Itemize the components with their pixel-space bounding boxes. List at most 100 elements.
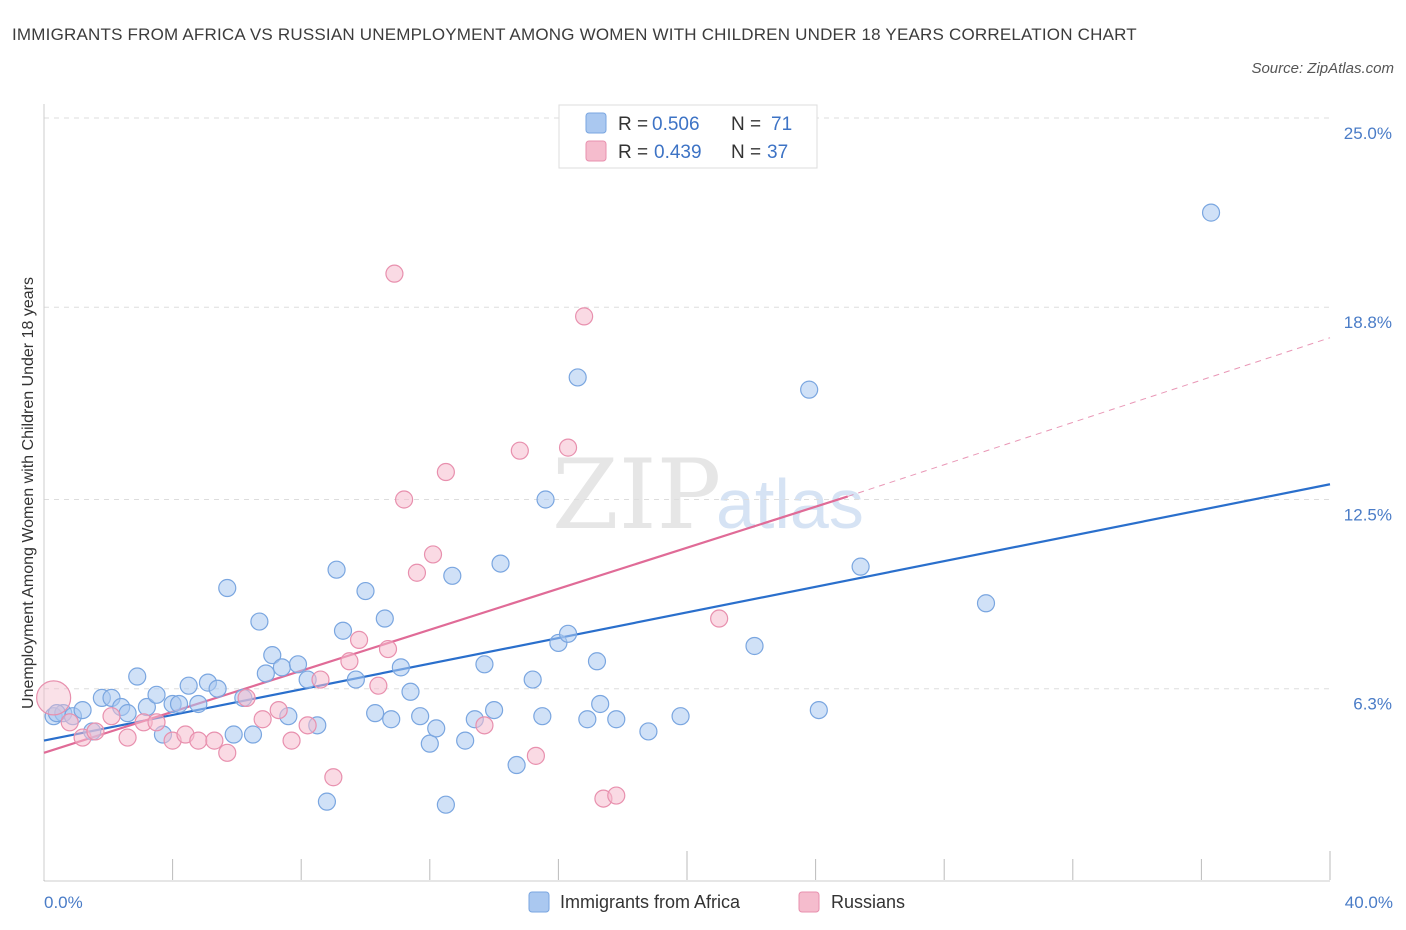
russians-point — [147, 713, 166, 732]
africa-point — [147, 685, 166, 704]
africa-point — [256, 664, 275, 683]
watermark-zip: ZIP — [552, 439, 721, 551]
africa-point — [401, 682, 420, 701]
x-tick-label-end: 40.0% — [1345, 893, 1393, 912]
top-legend: R = 0.506 N = 71 R = 0.439 N = 37 — [558, 104, 818, 169]
africa-point — [851, 557, 870, 576]
africa-point — [375, 609, 394, 628]
africa-point — [346, 670, 365, 689]
africa-point — [382, 710, 401, 729]
africa-point — [169, 694, 189, 714]
legend-r-label-2: R = — [618, 142, 648, 163]
africa-point — [356, 581, 375, 601]
africa-point — [745, 636, 764, 656]
africa-point — [218, 578, 237, 598]
africa-point — [391, 658, 410, 677]
africa-point — [639, 722, 658, 741]
russians-point — [436, 462, 455, 482]
russians-point — [475, 716, 494, 735]
africa-point — [507, 755, 526, 775]
africa-point — [288, 655, 308, 674]
russians-point — [423, 545, 443, 564]
bottom-legend: Immigrants from Africa Russians — [528, 891, 905, 913]
africa-point — [327, 560, 346, 579]
africa-point — [578, 710, 597, 729]
bottom-legend-label-russians: Russians — [831, 892, 905, 912]
africa-point — [263, 646, 282, 665]
bottom-legend-swatch-pink — [798, 891, 820, 913]
africa-point — [366, 704, 385, 723]
africa-point — [536, 490, 555, 509]
y-tick-label: 18.8% — [1344, 313, 1392, 332]
russians-point — [237, 688, 256, 707]
russians-point — [324, 768, 343, 787]
russians-point — [385, 264, 404, 283]
russians-point — [510, 441, 529, 460]
y-axis-label: Unemployment Among Women with Children U… — [20, 277, 37, 709]
russians-point — [60, 713, 79, 732]
chart-title: IMMIGRANTS FROM AFRICA VS RUSSIAN UNEMPL… — [12, 25, 1137, 44]
africa-point — [558, 624, 578, 643]
africa-point — [591, 694, 610, 714]
russians-point — [218, 743, 237, 762]
bottom-legend-label-africa: Immigrants from Africa — [560, 892, 741, 912]
africa-point — [250, 612, 269, 631]
russians-point — [407, 563, 427, 582]
russians-point — [282, 731, 301, 750]
africa-point — [208, 679, 227, 698]
russians-point — [340, 652, 359, 671]
russians-point — [526, 746, 545, 765]
russians-point — [189, 731, 208, 750]
africa-point — [443, 566, 462, 585]
legend-n-label-1: N = — [731, 114, 761, 135]
x-tick-label-start: 0.0% — [44, 893, 83, 912]
russians-point — [269, 700, 288, 720]
africa-point — [420, 734, 439, 753]
russians-point — [369, 676, 388, 695]
axes — [43, 104, 1331, 882]
africa-point — [491, 554, 510, 573]
africa-point — [475, 655, 494, 674]
russians-point — [311, 670, 330, 689]
africa-point — [272, 658, 292, 677]
trend-line-russians-extension — [847, 337, 1331, 497]
y-tick-label: 25.0% — [1344, 124, 1392, 143]
russians-point — [102, 707, 121, 726]
africa-point — [317, 792, 337, 811]
africa-point — [189, 694, 208, 714]
russians-point — [378, 639, 398, 659]
africa-point — [800, 380, 819, 399]
y-tick-label: 6.3% — [1353, 695, 1392, 714]
russians-point — [86, 722, 105, 741]
data-points — [36, 203, 1221, 814]
trend-line-africa — [43, 483, 1331, 742]
africa-point — [179, 676, 198, 695]
africa-point — [243, 725, 263, 744]
africa-point — [456, 731, 475, 750]
africa-point — [587, 652, 607, 671]
africa-point — [1201, 203, 1221, 222]
trend-line-russians — [43, 495, 849, 754]
africa-point — [73, 700, 92, 720]
africa-point — [533, 707, 552, 726]
y-tick-label: 12.5% — [1344, 506, 1392, 525]
africa-point — [436, 795, 455, 814]
legend-swatch-pink — [585, 140, 607, 162]
russians-point — [205, 731, 224, 750]
africa-point — [485, 700, 504, 720]
africa-point — [568, 368, 587, 387]
legend-swatch-blue — [585, 112, 607, 134]
russians-point — [394, 490, 414, 509]
africa-point — [128, 667, 147, 686]
legend-n-value-2: 37 — [767, 142, 788, 163]
legend-r-label-1: R = — [618, 114, 648, 135]
legend-r-value-1: 0.506 — [652, 114, 700, 135]
gridlines — [44, 117, 1330, 690]
africa-point — [47, 704, 66, 723]
tick-labels: 6.3% 12.5% 18.8% 25.0% 0.0% 40.0% — [44, 124, 1393, 912]
russians-point — [710, 609, 729, 628]
africa-point — [671, 707, 690, 726]
russians-point — [349, 630, 369, 649]
chart-source: Source: ZipAtlas.com — [1251, 60, 1394, 77]
africa-point — [523, 670, 542, 689]
